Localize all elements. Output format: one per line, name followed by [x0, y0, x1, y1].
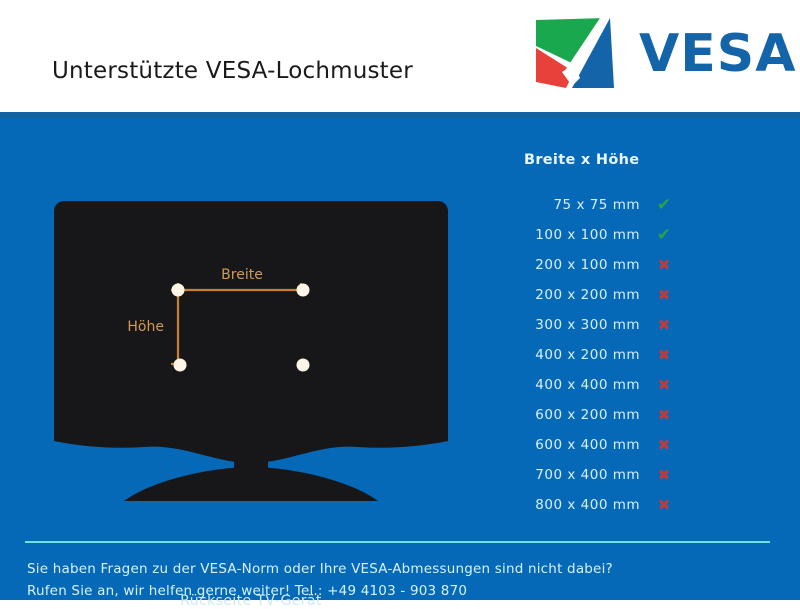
main-panel: Breite Höhe Rückseite TV-Gerät Breite x …	[0, 112, 800, 609]
pattern-size-label: 300 x 300 mm	[535, 317, 640, 333]
pattern-size-label: 400 x 400 mm	[535, 377, 640, 393]
pattern-size-label: 400 x 200 mm	[535, 347, 640, 363]
cross-icon: ✖	[657, 376, 671, 394]
tv-diagram: Breite Höhe Rückseite TV-Gerät	[54, 201, 448, 609]
mount-hole-top-right	[296, 283, 310, 297]
footer-contact-text: Sie haben Fragen zu der VESA-Norm oder I…	[27, 558, 767, 602]
cross-icon: ✖	[657, 496, 671, 514]
vesa-logo-mark	[536, 18, 614, 88]
pattern-row: 400 x 200 mm ✖	[500, 340, 750, 370]
pattern-size-label: 700 x 400 mm	[535, 467, 640, 483]
footer-line-2: Rufen Sie an, wir helfen gerne weiter! T…	[27, 583, 468, 599]
pattern-row: 400 x 400 mm ✖	[500, 370, 750, 400]
footer-line-1: Sie haben Fragen zu der VESA-Norm oder I…	[27, 561, 613, 577]
pattern-row: 75 x 75 mm ✔	[500, 190, 750, 220]
cross-icon: ✖	[657, 256, 671, 274]
pattern-size-label: 600 x 400 mm	[535, 437, 640, 453]
pattern-size-label: 800 x 400 mm	[535, 497, 640, 513]
vesa-wordmark: VESA	[639, 24, 797, 84]
tv-diagram-svg: Breite Höhe	[54, 201, 448, 501]
footer-divider	[25, 541, 770, 543]
pattern-size-label: 75 x 75 mm	[553, 197, 640, 213]
mount-hole-bottom-right	[296, 358, 310, 372]
cross-icon: ✖	[657, 346, 671, 364]
cross-icon: ✖	[657, 406, 671, 424]
page-header: Unterstützte VESA-Lochmuster VESA	[0, 0, 800, 112]
cross-icon: ✖	[657, 286, 671, 304]
vesa-pattern-list: Breite x Höhe 75 x 75 mm ✔ 100 x 100 mm …	[500, 152, 750, 520]
vesa-logo: VESA	[534, 16, 795, 94]
pattern-row: 300 x 300 mm ✖	[500, 310, 750, 340]
hoehe-label: Höhe	[127, 319, 164, 335]
pattern-row: 200 x 200 mm ✖	[500, 280, 750, 310]
pattern-size-label: 100 x 100 mm	[535, 227, 640, 243]
mount-hole-bottom-left	[173, 358, 187, 372]
cross-icon: ✖	[657, 466, 671, 484]
pattern-row: 200 x 100 mm ✖	[500, 250, 750, 280]
pattern-list-header: Breite x Höhe	[524, 152, 640, 168]
pattern-size-label: 600 x 200 mm	[535, 407, 640, 423]
pattern-size-label: 200 x 200 mm	[535, 287, 640, 303]
tv-body	[54, 201, 448, 463]
pattern-row: 700 x 400 mm ✖	[500, 460, 750, 490]
pattern-row: 600 x 400 mm ✖	[500, 430, 750, 460]
pattern-size-label: 200 x 100 mm	[535, 257, 640, 273]
pattern-row: 100 x 100 mm ✔	[500, 220, 750, 250]
pattern-row: 800 x 400 mm ✖	[500, 490, 750, 520]
cross-icon: ✖	[657, 316, 671, 334]
cross-icon: ✖	[657, 436, 671, 454]
breite-label: Breite	[221, 267, 263, 283]
mount-hole-top-left	[171, 283, 185, 297]
pattern-row: 600 x 200 mm ✖	[500, 400, 750, 430]
page-title: Unterstützte VESA-Lochmuster	[52, 58, 413, 84]
check-icon: ✔	[656, 225, 672, 245]
panel-top-edge	[0, 112, 800, 118]
tv-stand-base	[124, 467, 378, 501]
check-icon: ✔	[656, 195, 672, 215]
